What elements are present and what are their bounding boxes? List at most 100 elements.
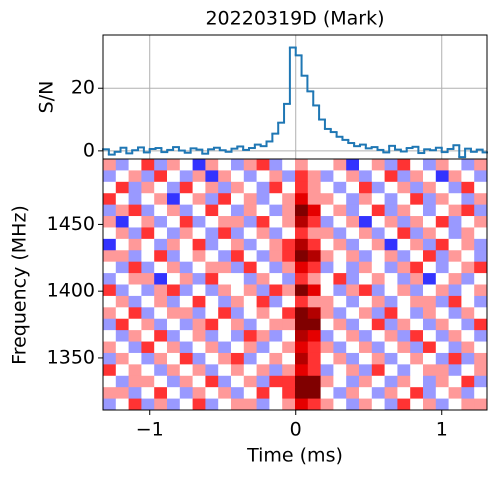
heatmap-cell bbox=[333, 352, 347, 365]
heatmap-cell bbox=[320, 295, 334, 308]
heatmap-cell bbox=[448, 318, 462, 331]
heatmap-cell bbox=[179, 273, 193, 285]
heatmap-cell bbox=[231, 181, 245, 194]
heatmap-cell bbox=[154, 387, 168, 399]
heatmap-cell bbox=[115, 181, 129, 194]
heatmap-cell bbox=[474, 284, 488, 297]
heatmap-cell bbox=[474, 181, 488, 194]
heatmap-cell bbox=[167, 284, 181, 297]
heatmap-cell bbox=[243, 273, 257, 285]
heatmap-cell bbox=[243, 250, 257, 263]
heatmap-cell bbox=[320, 181, 334, 194]
heatmap-cell bbox=[346, 261, 360, 274]
heatmap-cell bbox=[103, 352, 117, 365]
heatmap-cell bbox=[128, 364, 142, 377]
heatmap-cell bbox=[448, 398, 462, 411]
y-tick-label: 1450 bbox=[47, 213, 95, 235]
heatmap-cell bbox=[295, 193, 309, 206]
heatmap-cell bbox=[435, 318, 449, 331]
heatmap-cell bbox=[218, 181, 232, 194]
heatmap-cell bbox=[410, 193, 424, 206]
heatmap-cell bbox=[103, 170, 117, 183]
heatmap-cell bbox=[295, 250, 309, 263]
heatmap-cell bbox=[243, 307, 257, 320]
heatmap-cell bbox=[205, 193, 219, 206]
heatmap-cell bbox=[167, 318, 181, 331]
heatmap-cell bbox=[205, 159, 219, 171]
heatmap-cell bbox=[423, 238, 437, 251]
heatmap-cell bbox=[103, 204, 117, 217]
heatmap-cell bbox=[103, 273, 117, 285]
heatmap-cell bbox=[243, 295, 257, 308]
heatmap-cell bbox=[359, 216, 373, 228]
heatmap-cell bbox=[384, 387, 398, 399]
heatmap-cell bbox=[448, 181, 462, 194]
heatmap-cell bbox=[384, 307, 398, 320]
heatmap-cell bbox=[371, 307, 385, 320]
heatmap-cell bbox=[435, 273, 449, 285]
heatmap-cell bbox=[346, 284, 360, 297]
heatmap-cell bbox=[397, 318, 411, 331]
heatmap-cell bbox=[461, 330, 475, 342]
heatmap-cell bbox=[205, 216, 219, 228]
heatmap-cell bbox=[410, 341, 424, 354]
heatmap-cell bbox=[192, 375, 206, 388]
heatmap-cell bbox=[307, 261, 321, 274]
heatmap-cell bbox=[359, 170, 373, 183]
heatmap-cell bbox=[384, 341, 398, 354]
heatmap-cell bbox=[154, 261, 168, 274]
heatmap-cell bbox=[397, 295, 411, 308]
heatmap-cell bbox=[384, 375, 398, 388]
heatmap-cell bbox=[167, 295, 181, 308]
heatmap-cell bbox=[397, 284, 411, 297]
heatmap-cell bbox=[295, 204, 309, 217]
heatmap-cell bbox=[128, 375, 142, 388]
heatmap-cell bbox=[269, 261, 283, 274]
heatmap-cell bbox=[346, 364, 360, 377]
heatmap-cell bbox=[435, 261, 449, 274]
heatmap-cell bbox=[423, 216, 437, 228]
heatmap-cell bbox=[243, 375, 257, 388]
heatmap-cell bbox=[256, 387, 270, 399]
heatmap-cell bbox=[205, 318, 219, 331]
heatmap-cell bbox=[154, 364, 168, 377]
heatmap-cell bbox=[397, 364, 411, 377]
heatmap-cell bbox=[448, 261, 462, 274]
heatmap-cell bbox=[320, 238, 334, 251]
heatmap-cell bbox=[141, 238, 155, 251]
heatmap-cell bbox=[448, 330, 462, 342]
heatmap-cell bbox=[218, 227, 232, 240]
y-tick-label: 1350 bbox=[47, 346, 95, 368]
heatmap-cell bbox=[231, 341, 245, 354]
heatmap-cell bbox=[474, 398, 488, 411]
heatmap-cell bbox=[307, 193, 321, 206]
heatmap-cell bbox=[307, 307, 321, 320]
heatmap-cell bbox=[205, 398, 219, 411]
y-tick-label: 1400 bbox=[47, 280, 95, 302]
heatmap-cell bbox=[179, 193, 193, 206]
heatmap-cell bbox=[423, 284, 437, 297]
heatmap-cell bbox=[243, 341, 257, 354]
heatmap-cell bbox=[243, 284, 257, 297]
heatmap-cell bbox=[243, 227, 257, 240]
heatmap-cell bbox=[192, 204, 206, 217]
heatmap-cell bbox=[167, 216, 181, 228]
heatmap-cell bbox=[333, 273, 347, 285]
heatmap-cell bbox=[192, 307, 206, 320]
heatmap-cell bbox=[192, 273, 206, 285]
heatmap-cell bbox=[359, 181, 373, 194]
heatmap-cell bbox=[256, 364, 270, 377]
heatmap-cell bbox=[461, 273, 475, 285]
heatmap-cell bbox=[115, 170, 129, 183]
heatmap-cell bbox=[141, 364, 155, 377]
heatmap-cell bbox=[256, 318, 270, 331]
heatmap-cell bbox=[448, 193, 462, 206]
heatmap-cell bbox=[154, 170, 168, 183]
heatmap-cell bbox=[397, 216, 411, 228]
heatmap-cell bbox=[307, 364, 321, 377]
heatmap-cell bbox=[269, 318, 283, 331]
heatmap-cell bbox=[307, 330, 321, 342]
heatmap-cell bbox=[410, 375, 424, 388]
heatmap-cell bbox=[141, 250, 155, 263]
heatmap-cell bbox=[128, 295, 142, 308]
